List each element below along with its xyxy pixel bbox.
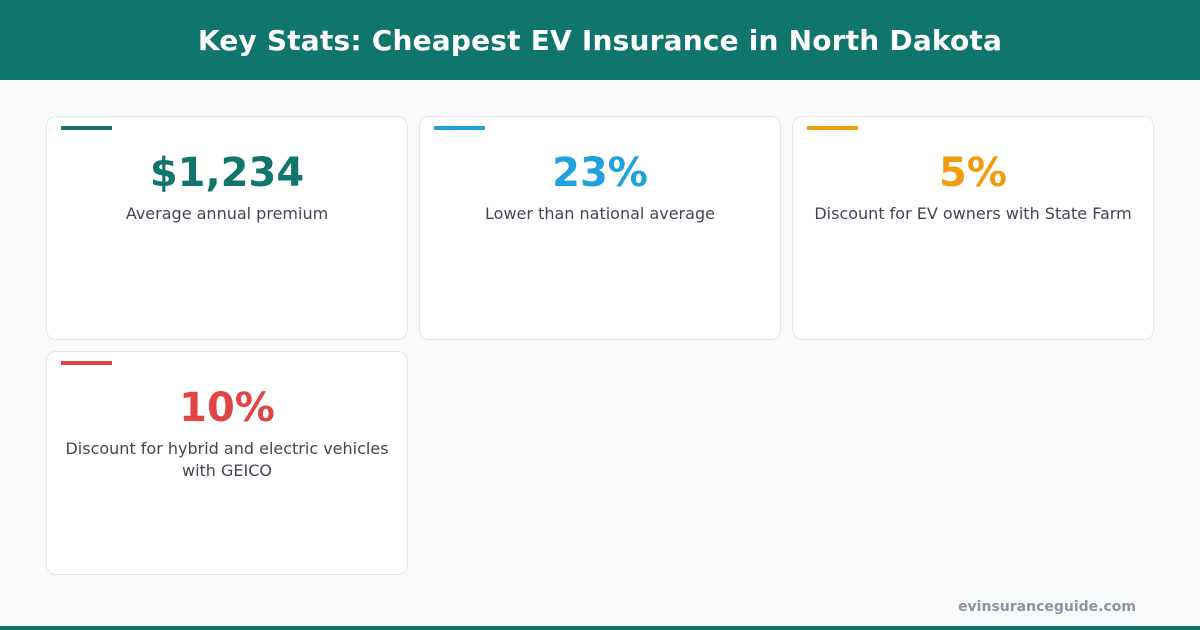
footer-site: evinsuranceguide.com [958,599,1136,615]
stat-label: Lower than national average [485,204,715,223]
stat-card: 5% Discount for EV owners with State Farm [792,116,1154,340]
stat-value: 23% [552,150,648,196]
stat-value: 5% [939,150,1007,196]
stat-label: Discount for hybrid and electric vehicle… [65,439,389,480]
stat-value: 10% [179,385,275,431]
header-title: Key Stats: Cheapest EV Insurance in Nort… [0,0,1200,80]
stat-card: 10% Discount for hybrid and electric vehi… [46,351,408,575]
stat-label: Average annual premium [125,204,329,223]
stat-card: 23% Lower than national average [419,116,781,340]
accent-bar [807,126,858,130]
card-grid: $1,234 Average annual premium 23% Lower tha… [46,116,1154,575]
accent-bar [61,126,112,130]
accent-bar [61,361,112,365]
bottom-stripe [0,626,1200,630]
stat-value: $1,234 [149,150,305,196]
stat-card: $1,234 Average annual premium [46,116,408,340]
accent-bar [434,126,485,130]
stat-label: Discount for EV owners with State Farm [814,204,1132,223]
